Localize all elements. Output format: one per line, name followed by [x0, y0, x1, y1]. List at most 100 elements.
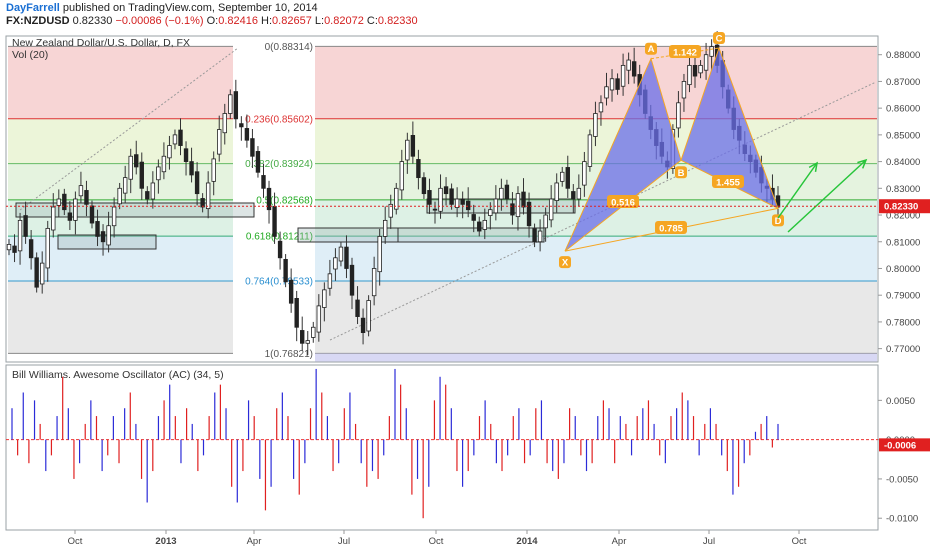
osc-last-tag-label: -0.0006	[884, 440, 916, 451]
ratio-badge	[607, 195, 639, 208]
candle-body	[366, 300, 371, 332]
candle-body	[327, 273, 333, 289]
fib-label: 0.382(0.83924)	[245, 159, 313, 170]
candle-body	[6, 244, 12, 251]
candle-body	[593, 113, 598, 137]
candle-body	[134, 154, 139, 168]
candle-body	[465, 200, 471, 211]
y-tick-label: 0.86000	[886, 104, 920, 115]
volume-label: Vol (20)	[12, 49, 48, 61]
x-tick-label: Apr	[247, 536, 262, 547]
candle-body	[111, 206, 117, 227]
candle-body	[454, 198, 460, 208]
candle-body	[377, 236, 382, 273]
ratio-badge	[655, 221, 687, 234]
candle-body	[161, 155, 167, 173]
candle-body	[217, 129, 222, 155]
candle-body	[344, 246, 349, 269]
candle-body	[311, 326, 316, 338]
y-tick-label: 0.87000	[886, 77, 920, 88]
candle-body	[604, 86, 609, 99]
x-tick-label: Oct	[792, 536, 807, 547]
pattern-point-label: D	[775, 216, 782, 227]
candle-body	[244, 128, 250, 141]
candle-body	[288, 279, 294, 304]
ratio-badge	[669, 45, 701, 58]
fib-label: 0.236(0.85602)	[245, 114, 313, 125]
publish-info: DayFarrell published on TradingView.com,…	[6, 2, 318, 14]
osc-last-tag	[879, 438, 930, 452]
candle-body	[122, 177, 128, 194]
fib-zone	[8, 118, 233, 164]
candle-body	[167, 145, 172, 159]
candle-body	[145, 191, 150, 200]
y-tick-label: 0.77000	[886, 344, 920, 355]
fib-zone	[8, 236, 233, 281]
fib-zone	[315, 280, 877, 354]
projection-arrow	[787, 159, 867, 233]
candle-body	[78, 185, 84, 197]
candle-body	[106, 225, 111, 246]
osc-tick-label: 0.0050	[886, 396, 915, 407]
symbol-label[interactable]: FX:NZDUSD	[6, 15, 70, 27]
high-value: 0.82657	[272, 15, 312, 27]
pattern-point-badge	[772, 214, 784, 227]
candle-body	[609, 78, 615, 91]
candle-body	[139, 161, 144, 189]
candle-body	[510, 203, 515, 216]
fib-label: 0(0.88314)	[265, 42, 313, 53]
candle-body	[62, 193, 67, 211]
open-value: 0.82416	[218, 15, 258, 27]
candle-body	[117, 187, 122, 205]
x-tick-label: Oct	[68, 536, 83, 547]
candle-body	[156, 166, 161, 181]
high-label: H:	[261, 15, 273, 27]
candle-body	[95, 221, 100, 237]
ratio-label: 0.516	[611, 198, 635, 209]
candle-body	[587, 134, 593, 167]
candle-body	[194, 171, 200, 195]
candle-body	[582, 161, 587, 186]
candle-body	[266, 187, 272, 211]
candle-body	[261, 175, 266, 189]
candle-body	[300, 330, 305, 344]
candle-body	[349, 264, 355, 296]
author-link[interactable]: DayFarrell	[6, 2, 60, 14]
y-tick-label: 0.88000	[886, 50, 920, 61]
y-tick-label: 0.78000	[886, 317, 920, 328]
x-tick-label: 2014	[516, 536, 538, 547]
candle-body	[28, 239, 34, 259]
x-tick-label: 2013	[155, 536, 176, 547]
candle-body	[399, 161, 404, 191]
candle-body	[499, 187, 504, 200]
candle-body	[532, 228, 537, 243]
candle-body	[676, 102, 681, 129]
candle-body	[383, 219, 388, 237]
candle-body	[681, 81, 687, 99]
pattern-point-label: X	[562, 258, 569, 269]
candle-body	[23, 215, 28, 237]
candle-body	[449, 188, 454, 205]
x-tick-label: Apr	[612, 536, 627, 547]
candle-body	[620, 64, 626, 87]
candle-body	[222, 113, 227, 134]
candle-body	[703, 54, 709, 71]
candle-body	[189, 161, 194, 176]
support-box	[397, 227, 545, 243]
candle-body	[698, 64, 703, 74]
candle-body	[305, 340, 310, 344]
candle-body	[128, 155, 133, 180]
candle-body	[504, 184, 510, 200]
candle-body	[250, 138, 255, 157]
oscillator-pane-frame	[5, 364, 879, 531]
y-tick-label: 0.82000	[886, 211, 920, 222]
trend-line	[19, 47, 239, 211]
candle-body	[316, 305, 322, 333]
candle-body	[388, 203, 393, 218]
candle-body	[687, 64, 692, 86]
candle-body	[692, 64, 698, 77]
candle-body	[371, 268, 377, 297]
y-tick-label: 0.80000	[886, 264, 920, 275]
candle-body	[12, 245, 17, 253]
